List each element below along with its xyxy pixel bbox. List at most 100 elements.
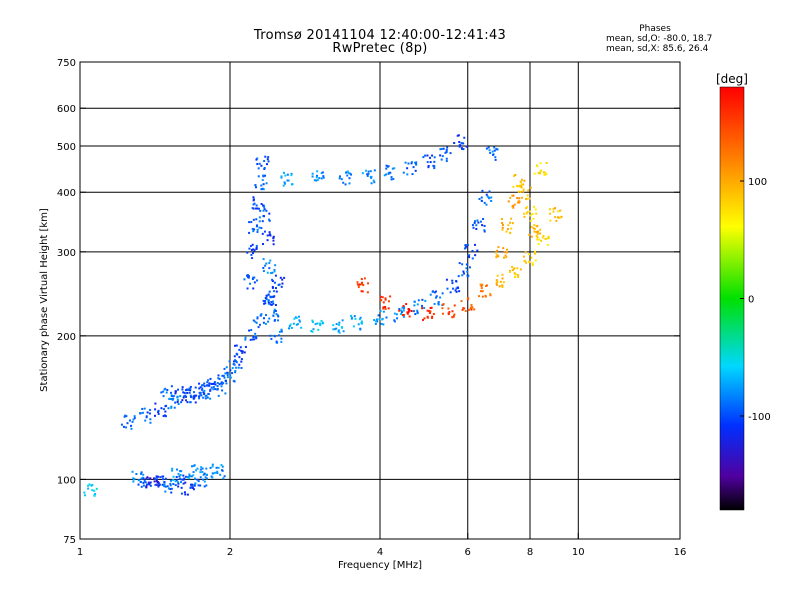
data-point: [256, 224, 259, 227]
data-point: [508, 270, 511, 273]
data-point: [262, 209, 265, 212]
data-point: [523, 260, 526, 263]
data-point: [311, 172, 314, 175]
data-point: [131, 470, 134, 473]
data-point: [244, 345, 247, 348]
data-point: [538, 171, 541, 174]
data-point: [205, 477, 208, 480]
data-point: [495, 255, 498, 258]
data-point: [162, 478, 165, 481]
data-point: [315, 176, 318, 179]
data-point: [523, 212, 526, 215]
data-point: [177, 482, 180, 485]
data-point: [164, 405, 167, 408]
data-point: [199, 391, 202, 394]
data-point: [194, 386, 197, 389]
data-point: [522, 255, 525, 258]
data-point: [211, 465, 214, 468]
data-point: [165, 391, 168, 394]
data-point: [247, 276, 250, 279]
data-point: [350, 173, 353, 176]
data-point: [183, 391, 186, 394]
chart-subtitle: RwPretec (8p): [332, 41, 428, 56]
data-point: [467, 297, 470, 300]
data-point: [478, 198, 481, 201]
data-point: [222, 382, 225, 385]
data-point: [163, 483, 166, 486]
data-point: [360, 278, 363, 281]
data-point: [487, 196, 490, 199]
data-point: [250, 249, 253, 252]
data-point: [87, 487, 90, 490]
data-point: [168, 397, 171, 400]
data-point: [93, 489, 96, 492]
data-point: [263, 206, 266, 209]
data-point: [320, 177, 323, 180]
data-point: [519, 268, 522, 271]
data-point: [182, 478, 185, 481]
data-point: [471, 257, 474, 260]
data-point: [179, 473, 182, 476]
data-point: [188, 391, 191, 394]
data-point: [162, 395, 165, 398]
data-point: [182, 391, 185, 394]
data-point: [254, 184, 257, 187]
data-point: [249, 245, 252, 248]
data-point: [555, 219, 558, 222]
data-point: [385, 173, 388, 176]
data-point: [189, 388, 192, 391]
data-point: [464, 310, 467, 313]
data-point: [441, 155, 444, 158]
data-point: [271, 300, 274, 303]
data-point: [360, 320, 363, 323]
data-point: [361, 281, 364, 284]
data-point: [488, 190, 491, 193]
data-point: [163, 414, 166, 417]
data-point: [219, 473, 222, 476]
data-point: [518, 197, 521, 200]
data-point: [264, 155, 267, 158]
data-point: [184, 481, 187, 484]
data-point: [337, 329, 340, 332]
data-point: [272, 235, 275, 238]
data-point: [517, 200, 520, 203]
data-point: [198, 391, 201, 394]
data-point: [197, 480, 200, 483]
data-point: [193, 484, 196, 487]
data-point: [335, 323, 338, 326]
data-point: [199, 471, 202, 474]
data-point: [392, 177, 395, 180]
data-point: [393, 312, 396, 315]
data-point: [413, 300, 416, 303]
data-point: [251, 207, 254, 210]
data-point: [272, 302, 275, 305]
data-point: [361, 172, 364, 175]
data-point: [257, 326, 260, 329]
data-point: [406, 312, 409, 315]
data-point: [493, 146, 496, 149]
data-point: [203, 472, 206, 475]
data-point: [402, 309, 405, 312]
data-point: [232, 360, 235, 363]
data-point: [349, 172, 352, 175]
data-point: [256, 316, 259, 319]
data-point: [519, 181, 522, 184]
data-point: [507, 200, 510, 203]
data-point: [322, 176, 325, 179]
data-point: [248, 329, 251, 332]
data-point: [373, 319, 376, 322]
data-point: [384, 307, 387, 310]
data-point: [221, 374, 224, 377]
data-point: [268, 218, 271, 221]
data-point: [525, 261, 528, 264]
data-point: [229, 376, 232, 379]
data-point: [451, 282, 454, 285]
data-point: [316, 174, 319, 177]
data-point: [174, 401, 177, 404]
data-point: [426, 309, 429, 312]
data-point: [549, 219, 552, 222]
data-point: [157, 409, 160, 412]
data-point: [430, 306, 433, 309]
data-point: [199, 484, 202, 487]
data-point: [359, 316, 362, 319]
